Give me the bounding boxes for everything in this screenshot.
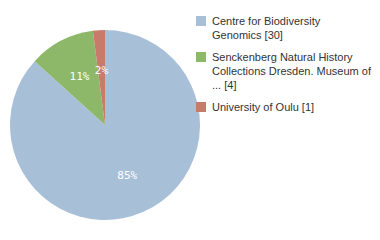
html-text:University of Oulu [1]: University of Oulu [1] (212, 101, 315, 113)
svg-text:85%: 85% (117, 169, 137, 182)
svg-text:2%: 2% (95, 64, 109, 77)
html-text:Centre for Biodiversity: Centre for Biodiversity (212, 15, 321, 27)
html-text:... [4]: ... [4] (212, 79, 237, 91)
html-text:Collections Dresden. Museum of: Collections Dresden. Museum of (212, 65, 371, 77)
svg-text:11%: 11% (70, 70, 90, 83)
html-text:Senckenberg Natural History: Senckenberg Natural History (212, 51, 353, 63)
html-text:Genomics [30]: Genomics [30] (212, 29, 283, 41)
